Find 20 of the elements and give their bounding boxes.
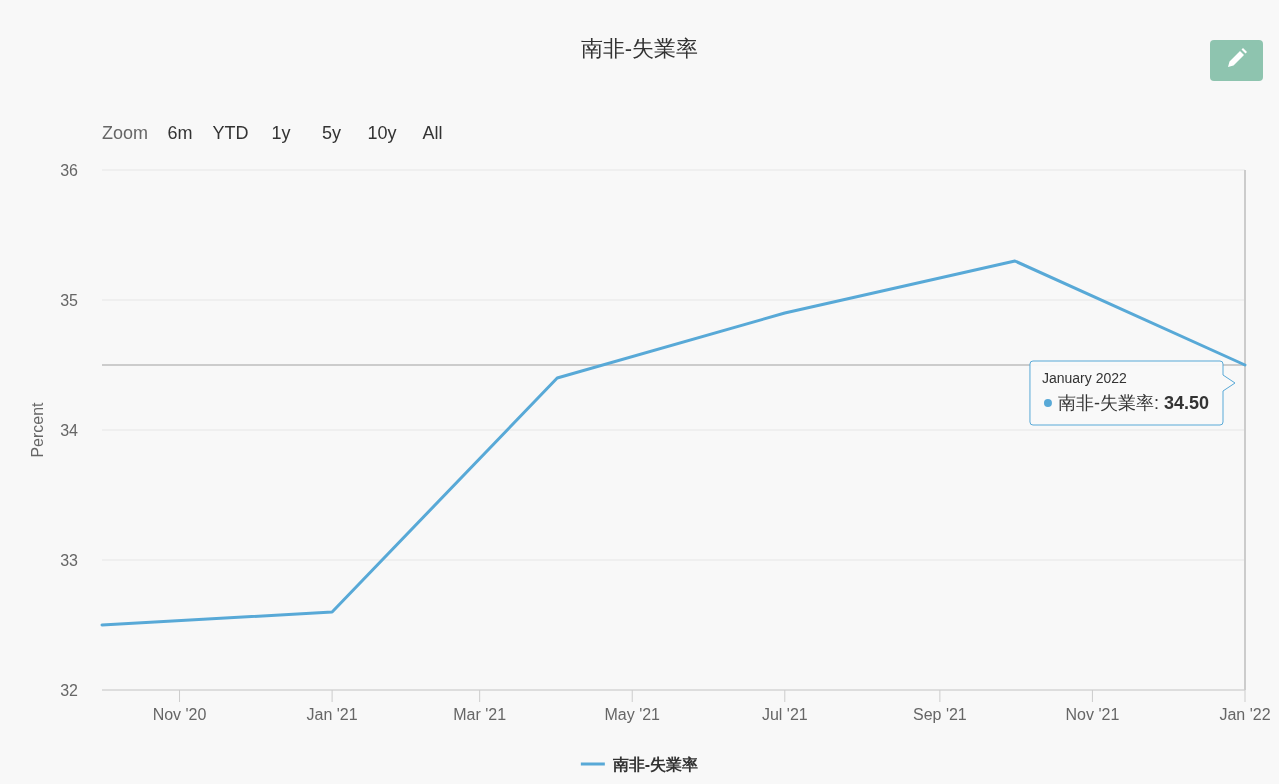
y-tick-label: 33: [60, 552, 79, 569]
y-tick-label: 36: [60, 162, 79, 179]
y-tick-label: 35: [60, 292, 79, 309]
x-tick-label: Jan '22: [1219, 706, 1271, 723]
x-tick-label: Nov '20: [152, 706, 207, 723]
x-tick-label: Sep '21: [912, 706, 967, 723]
y-tick-label: 34: [60, 422, 79, 439]
y-tick-label: 32: [60, 682, 79, 699]
range-selector: Zoom 6m YTD 1y 5y 10y All: [102, 123, 443, 143]
tooltip: January 2022 南非-失業率: 34.50: [1029, 360, 1236, 426]
x-tick-label: Nov '21: [1065, 706, 1120, 723]
legend: 南非-失業率: [580, 756, 699, 773]
x-tick-label: Jul '21: [761, 706, 808, 723]
chart-title: 南非-失業率: [580, 36, 699, 61]
x-tick-label: Jan '21: [306, 706, 358, 723]
x-tick-label: Mar '21: [453, 706, 507, 723]
annotation: January 2022 南非-失業率: 34.50: [1041, 370, 1209, 413]
y-axis-title: Percent: [29, 401, 46, 458]
x-tick-label: May '21: [604, 706, 661, 723]
legend-label: 南非-失業率: [611, 755, 699, 773]
